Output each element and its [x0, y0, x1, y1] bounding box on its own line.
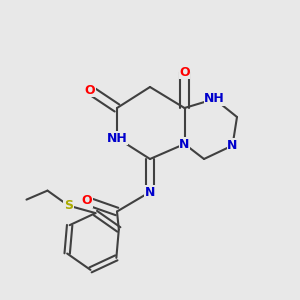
Text: NH: NH — [204, 92, 225, 106]
Text: N: N — [179, 137, 190, 151]
Text: N: N — [145, 185, 155, 199]
Text: S: S — [64, 199, 73, 212]
Text: O: O — [82, 194, 92, 208]
Text: NH: NH — [106, 131, 128, 145]
Text: O: O — [179, 65, 190, 79]
Text: O: O — [85, 83, 95, 97]
Text: N: N — [227, 139, 238, 152]
